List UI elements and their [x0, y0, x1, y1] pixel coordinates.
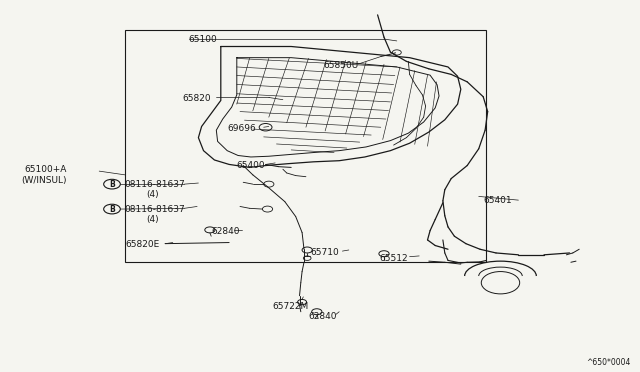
Text: ^650*0004: ^650*0004 [586, 358, 630, 367]
Text: 65722M: 65722M [272, 302, 308, 311]
Text: 65100+A: 65100+A [24, 165, 67, 174]
Text: 65400: 65400 [237, 161, 266, 170]
Text: 65710: 65710 [310, 248, 339, 257]
Text: 62840: 62840 [211, 227, 240, 236]
Text: 65401: 65401 [483, 196, 512, 205]
Text: (4): (4) [146, 190, 159, 199]
Text: 65512: 65512 [379, 254, 408, 263]
Text: 69696: 69696 [227, 124, 256, 133]
Text: 08116-81637: 08116-81637 [125, 205, 186, 214]
Text: B: B [109, 205, 115, 214]
Text: 62840: 62840 [308, 312, 337, 321]
Text: 65820E: 65820E [125, 240, 160, 249]
Text: 65100: 65100 [189, 35, 218, 44]
Text: 08116-81637: 08116-81637 [125, 180, 186, 189]
Text: 65850U: 65850U [323, 61, 358, 70]
Text: (4): (4) [146, 215, 159, 224]
Text: B: B [109, 180, 115, 189]
Text: 65820: 65820 [182, 94, 211, 103]
Text: (W/INSUL): (W/INSUL) [21, 176, 67, 185]
Bar [125, 30, 486, 262]
